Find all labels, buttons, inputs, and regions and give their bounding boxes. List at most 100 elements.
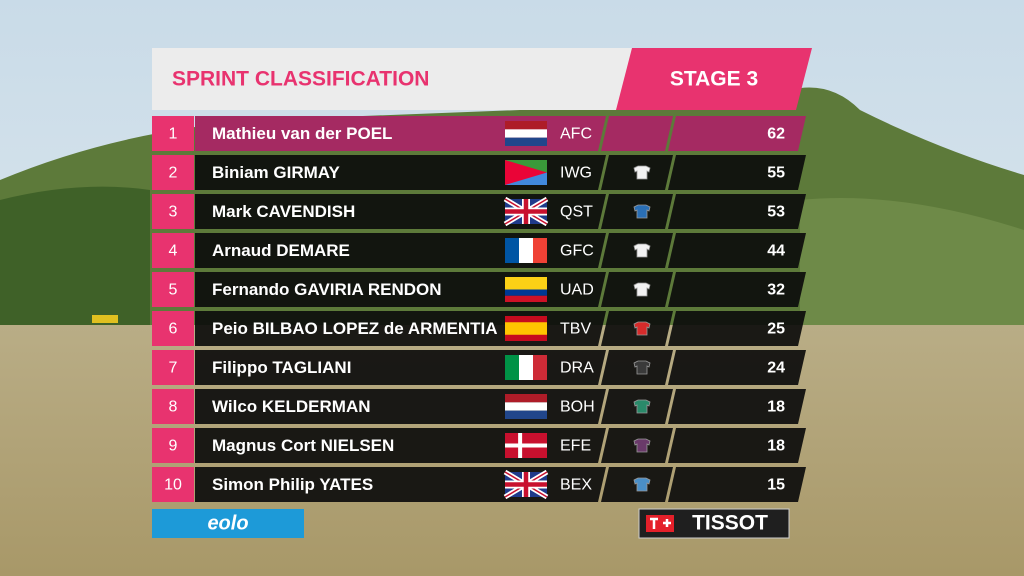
- rank: 5: [169, 282, 178, 299]
- eolo-logo: [152, 509, 304, 538]
- table-row: 7 Filippo TAGLIANI DRA 24: [152, 350, 806, 385]
- header-bar: [152, 48, 632, 110]
- flag-stripe: [505, 410, 547, 419]
- team-code: DRA: [560, 360, 594, 377]
- classification-table: 1 Mathieu van der POEL AFC 62 2 Biniam GIRMAY…: [152, 116, 806, 502]
- table-row: 3 Mark CAVENDISH QST 53: [152, 194, 806, 229]
- table-row: 1 Mathieu van der POEL AFC 62: [152, 116, 806, 151]
- rider-name: Biniam GIRMAY: [212, 163, 341, 182]
- points: 24: [767, 360, 785, 377]
- jersey-icon: [633, 321, 651, 336]
- team-code: QST: [560, 204, 593, 221]
- flag-stripe: [505, 394, 547, 403]
- rider-name: Peio BILBAO LOPEZ de ARMENTIA: [212, 319, 498, 338]
- jersey-icon: [633, 360, 651, 375]
- jersey-cell: [601, 116, 673, 151]
- flag-stripe: [505, 402, 547, 411]
- jersey-icon: [633, 243, 651, 258]
- table-row: 2 Biniam GIRMAY IWG 55: [152, 155, 806, 190]
- rank: 3: [169, 204, 178, 221]
- flag-stripe: [505, 121, 547, 130]
- points-cell: [668, 428, 806, 463]
- rank-box: [152, 311, 194, 346]
- jersey-icon: [633, 282, 651, 297]
- flag: [503, 196, 549, 227]
- points: 32: [767, 282, 785, 299]
- team-code: AFC: [560, 126, 592, 143]
- rank: 10: [164, 477, 182, 494]
- jersey-icon: [633, 438, 651, 453]
- points: 18: [767, 399, 785, 416]
- rank-box: [152, 272, 194, 307]
- team-code: UAD: [560, 282, 594, 299]
- points-cell: [668, 467, 806, 502]
- rider-name: Fernando GAVIRIA RENDON: [212, 280, 442, 299]
- points-cell: [668, 233, 806, 268]
- name-cell: [195, 389, 606, 424]
- jersey-icon: [633, 477, 651, 492]
- rider-name: Simon Philip YATES: [212, 475, 373, 494]
- team-code: TBV: [560, 321, 591, 338]
- flag-stripe: [505, 289, 547, 296]
- flag-stripe: [533, 355, 547, 380]
- flag: [505, 121, 547, 146]
- name-cell: [195, 428, 606, 463]
- points: 53: [767, 204, 785, 221]
- table-row: 9 Magnus Cort NIELSEN EFE 18: [152, 428, 806, 463]
- points: 18: [767, 438, 785, 455]
- points: 15: [767, 477, 785, 494]
- tissot-cross: [650, 517, 671, 529]
- points-cell: [668, 272, 806, 307]
- points: 25: [767, 321, 785, 338]
- table-row: 6 Peio BILBAO LOPEZ de ARMENTIA TBV 25: [152, 311, 806, 346]
- flag-stripe: [505, 137, 547, 146]
- name-cell: [195, 194, 606, 229]
- points-cell: [668, 116, 806, 151]
- points: 44: [767, 243, 785, 260]
- rank: 2: [169, 165, 178, 182]
- rank-box: [152, 155, 194, 190]
- jersey-icon: [633, 399, 651, 414]
- rank-box: [152, 467, 194, 502]
- flag: [505, 355, 547, 380]
- rider-name: Mark CAVENDISH: [212, 202, 355, 221]
- flag: [505, 238, 547, 263]
- tissot-text: TISSOT: [692, 512, 768, 535]
- points-cell: [668, 311, 806, 346]
- flag-triangle: [505, 160, 547, 185]
- rank-box: [152, 116, 194, 151]
- flag-stripe: [519, 238, 533, 263]
- village-slope: [800, 198, 1024, 335]
- flag-cross-red: [505, 199, 547, 224]
- table-row: 10 Simon Philip YATES BEX 15: [152, 467, 806, 502]
- points: 62: [767, 126, 785, 143]
- jersey-icon: [633, 204, 651, 219]
- name-cell: [195, 233, 606, 268]
- rank-box: [152, 233, 194, 268]
- rider-name: Filippo TAGLIANI: [212, 358, 351, 377]
- rank: 6: [169, 321, 178, 338]
- flag: [505, 277, 547, 302]
- rider-name: Arnaud DEMARE: [212, 241, 350, 260]
- name-cell: [195, 350, 606, 385]
- table-row: 8 Wilco KELDERMAN BOH 18: [152, 389, 806, 424]
- team-code: EFE: [560, 438, 591, 455]
- points: 55: [767, 165, 785, 182]
- flag: [505, 316, 547, 341]
- rank: 8: [169, 399, 178, 416]
- points-cell: [668, 350, 806, 385]
- rider-name: Magnus Cort NIELSEN: [212, 436, 394, 455]
- car: [92, 315, 118, 323]
- points-cell: [668, 155, 806, 190]
- flag-stripe: [519, 355, 533, 380]
- rider-name: Wilco KELDERMAN: [212, 397, 371, 416]
- rank-box: [152, 194, 194, 229]
- flag-stripe: [505, 322, 547, 335]
- points-cell: [668, 194, 806, 229]
- flag-stripe: [505, 238, 519, 263]
- team-code: BEX: [560, 477, 592, 494]
- rank: 9: [169, 438, 178, 455]
- team-code: IWG: [560, 165, 592, 182]
